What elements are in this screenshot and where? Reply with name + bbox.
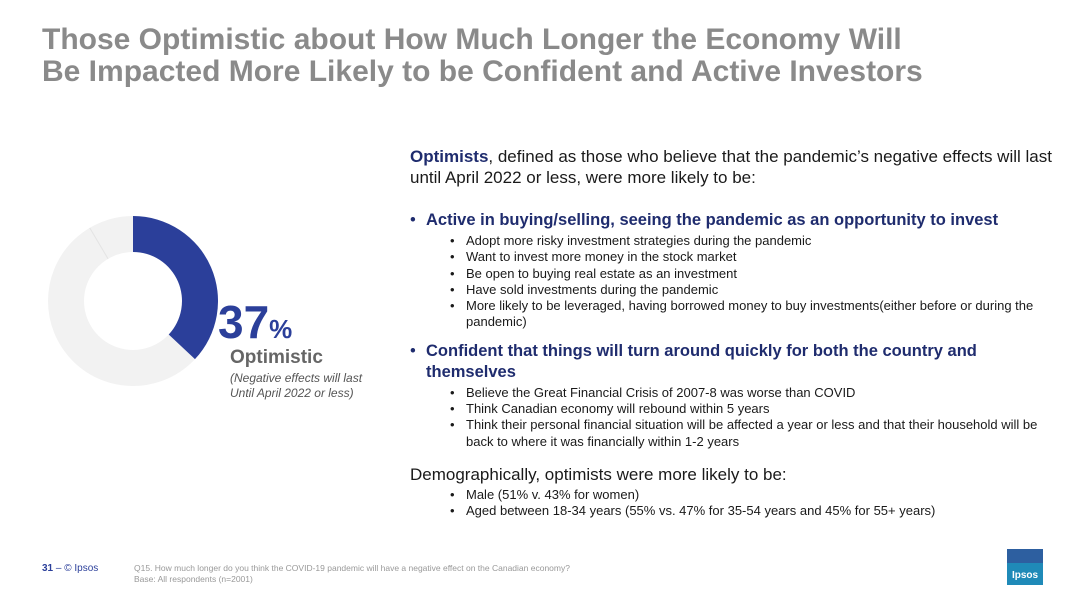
list-item-text: Think Canadian economy will rebound with… [466,401,770,417]
optimistic-label: Optimistic [230,347,323,368]
list-item: • Aged between 18-34 years (55% vs. 47% f… [450,503,936,519]
list-item: • Believe the Great Financial Crisis of 2… [450,384,856,400]
list-item-text: Think their personal financial situation… [466,417,1038,449]
list-item-text: Male (51% v. 43% for women) [466,486,640,502]
page-number-value: 31 [42,563,54,574]
list-item: • Think Canadian economy will rebound wit… [450,401,770,417]
list-item: • More likely to be leveraged, having bor… [450,298,1034,330]
logo-band [1007,549,1043,563]
finding-list-active: • Adopt more risky investment strategies … [410,233,1060,331]
finding-list-confident: • Believe the Great Financial Crisis of 2… [410,385,1060,450]
list-item-text: Be open to buying real estate as an inve… [466,265,738,281]
optimistic-donut-chart [48,216,218,386]
footnote-question: Q15. How much longer do you think the CO… [134,563,570,573]
footnote: Q15. How much longer do you think the CO… [134,563,570,585]
list-item-text: Believe the Great Financial Crisis of 20… [466,384,856,400]
list-item: • Have sold investments during the pandem… [450,281,719,297]
logo-text: Ipsos [1011,570,1039,581]
list-item: • Male (51% v. 43% for women) [450,486,640,502]
optimistic-note: (Negative effects will last Until April … [230,371,390,401]
finding-heading-active: • Active in buying/selling, seeing the pa… [410,210,1060,231]
findings-panel: Optimists, defined as those who believe … [410,146,1060,530]
bullet-dot: • [410,211,416,229]
copyright: © Ipsos [64,563,99,574]
footnote-base: Base: All respondents (n=2001) [134,574,253,584]
slide-title: Those Optimistic about How Much Longer t… [42,24,1052,88]
list-item-text: Have sold investments during the pandemi… [466,281,719,297]
page-separator: – [55,563,62,574]
ipsos-logo: Ipsos [1007,549,1043,585]
finding-heading-text: Confident that things will turn around q… [426,341,977,381]
intro-strong: Optimists [410,147,489,166]
slide-title-line1: Those Optimistic about How Much Longer t… [42,23,902,56]
donut-arc-optimistic [133,216,218,360]
list-item: • Think their personal financial situatio… [450,417,1038,449]
list-item: • Adopt more risky investment strategies … [450,233,812,248]
optimistic-note-line1: (Negative effects will last [230,371,363,385]
optimistic-note-line2: Until April 2022 or less) [230,386,354,400]
list-item-text: Adopt more risky investment strategies d… [466,233,812,248]
list-item: • Want to invest more money in the stock … [450,249,737,265]
demographics-heading: Demographically, optimists were more lik… [410,464,787,484]
percentage-sign: % [269,314,293,344]
finding-heading-confident: • Confident that things will turn around … [410,341,1060,383]
optimistic-percentage: 37% [218,298,292,346]
list-item: • Be open to buying real estate as an inv… [450,265,738,281]
list-item-text: Want to invest more money in the stock m… [466,249,737,265]
intro-text: , defined as those who believe that the … [410,147,1052,187]
percentage-value: 37 [218,296,270,348]
slide-title-line2: Be Impacted More Likely to be Confident … [42,55,923,88]
list-item-text: More likely to be leveraged, having borr… [466,298,1034,330]
page-number: 31 – © Ipsos [42,563,98,574]
demographics-list: • Male (51% v. 43% for women) • Aged betwe… [410,487,1060,520]
finding-heading-text: Active in buying/selling, seeing the pan… [426,211,999,229]
list-item-text: Aged between 18-34 years (55% vs. 47% fo… [466,503,936,519]
donut-divider [89,227,109,260]
intro-paragraph: Optimists, defined as those who believe … [410,146,1060,188]
bullet-dot: • [410,341,416,360]
